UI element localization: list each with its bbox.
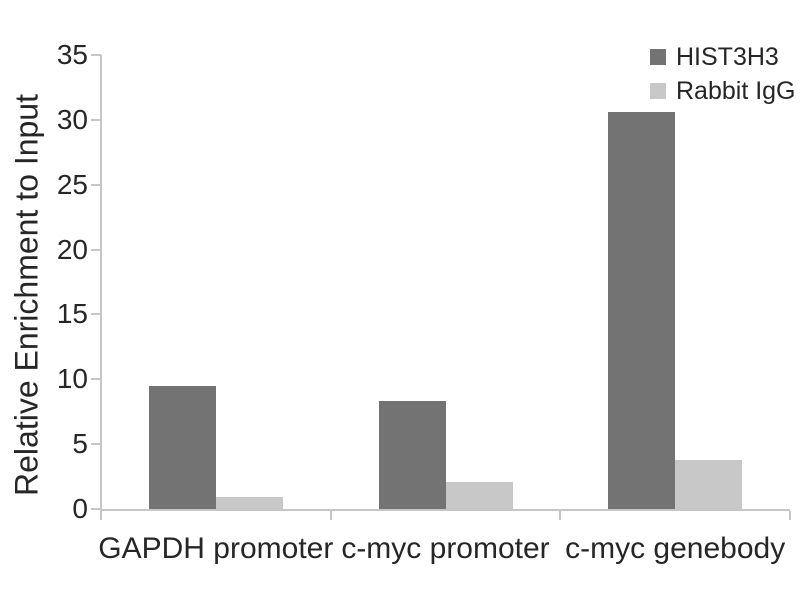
y-tick-35 — [91, 54, 101, 56]
x-tick-0 — [100, 511, 102, 520]
bar-rabbit-igg-c-myc-promoter — [446, 482, 513, 509]
bar-rabbit-igg-gapdh-promoter — [216, 497, 283, 509]
y-tick-label-30: 30 — [56, 103, 88, 135]
legend-swatch-rabbit-igg — [650, 83, 666, 99]
bar-hist3h3-gapdh-promoter — [149, 386, 216, 509]
legend-label-rabbit-igg: Rabbit IgG — [676, 77, 796, 105]
bar-hist3h3-c-myc-genebody — [608, 112, 675, 509]
y-tick-20 — [91, 248, 101, 251]
bar-rabbit-igg-c-myc-genebody — [675, 460, 742, 509]
y-tick-25 — [91, 183, 101, 186]
legend-item-hist3h3: HIST3H3 — [650, 44, 796, 70]
x-tick-3 — [789, 511, 791, 520]
category-label-c-myc-promoter: c-myc promoter — [341, 532, 550, 565]
x-tick-1 — [329, 511, 332, 520]
category-label-gapdh-promoter: GAPDH promoter — [98, 532, 334, 565]
y-tick-0 — [91, 508, 101, 510]
legend: HIST3H3 Rabbit IgG — [650, 44, 796, 104]
y-tick-label-5: 5 — [72, 428, 88, 460]
y-tick-label-35: 35 — [56, 39, 88, 70]
y-tick-label-0: 0 — [72, 493, 88, 524]
y-tick-label-20: 20 — [56, 233, 88, 265]
legend-label-hist3h3: HIST3H3 — [676, 43, 779, 71]
y-tick-label-15: 15 — [56, 298, 88, 330]
y-tick-5 — [91, 443, 101, 446]
y-axis-line — [100, 55, 102, 511]
legend-item-rabbit-igg: Rabbit IgG — [650, 78, 796, 104]
y-tick-30 — [91, 118, 101, 121]
x-tick-2 — [559, 511, 562, 520]
x-axis-line — [100, 509, 790, 511]
y-tick-15 — [91, 313, 101, 316]
y-tick-label-25: 25 — [56, 168, 88, 200]
y-tick-10 — [91, 378, 101, 381]
bar-hist3h3-c-myc-promoter — [379, 401, 446, 509]
legend-swatch-hist3h3 — [650, 49, 666, 65]
category-label-c-myc-genebody: c-myc genebody — [565, 532, 786, 565]
y-tick-label-10: 10 — [56, 363, 88, 395]
